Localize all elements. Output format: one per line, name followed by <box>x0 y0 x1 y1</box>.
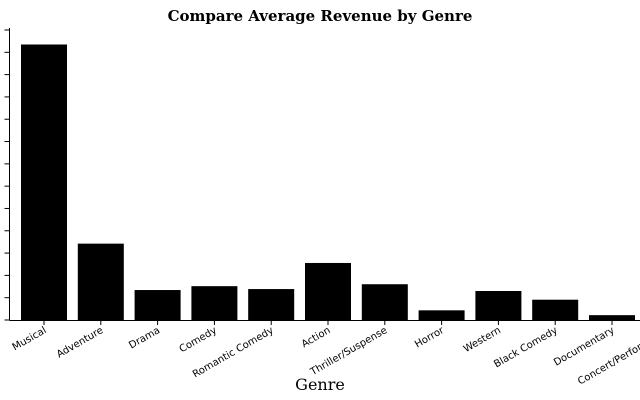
bar-adventure <box>77 243 124 320</box>
bar-thriller-suspense <box>361 284 408 320</box>
x-tick-label: Musical <box>11 325 49 353</box>
bar-musical <box>21 44 67 320</box>
x-tick-label: Horror <box>413 325 447 351</box>
bar-comedy <box>191 286 238 320</box>
bar-horror <box>418 310 465 320</box>
bar-black-comedy <box>532 299 579 320</box>
x-tick-label: Black Comedy <box>492 325 559 370</box>
chart-title: Compare Average Revenue by Genre <box>168 7 473 25</box>
x-tick-label: Action <box>300 325 333 350</box>
x-axis-title: Genre <box>295 375 345 394</box>
bar-documentary <box>589 315 635 320</box>
bar-romantic-comedy <box>248 289 295 320</box>
bars <box>21 44 635 320</box>
bar-action <box>305 262 351 320</box>
bar-western <box>475 291 522 320</box>
x-tick-label: Drama <box>127 325 162 351</box>
x-tick-label: Comedy <box>178 325 219 355</box>
y-axis-ticks <box>4 29 10 321</box>
x-tick-label: Western <box>462 325 503 355</box>
x-tick-label: Adventure <box>55 325 105 360</box>
bar-drama <box>134 290 181 320</box>
